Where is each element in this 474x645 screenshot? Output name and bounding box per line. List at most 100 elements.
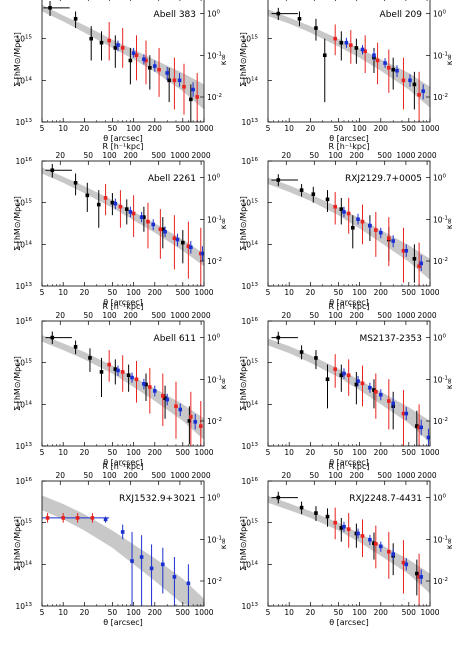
y-axis-right: 10-2 10-1 100 κ∞ [200, 494, 228, 586]
x-tick-label: 5 [266, 448, 271, 457]
black-data-point [96, 202, 101, 207]
x-tick-label: 20 [306, 448, 316, 457]
black-data-point [412, 256, 417, 261]
top-tick-label: 2000 [192, 311, 211, 320]
right-tick-label: 10-1 [433, 375, 448, 384]
right-axis-label: κ∞ [219, 218, 228, 229]
x-tick-label: 100 [352, 448, 367, 457]
blue-data-point [178, 407, 183, 412]
blue-data-point [378, 230, 383, 235]
x-axis-top [285, 0, 428, 1]
y-tick-label: 1014 [241, 560, 258, 569]
top-tick-label: 100 [328, 151, 343, 160]
y-axis-label: Σ [hM⊙/Mpc²] [239, 196, 248, 251]
y-tick-label: 1015 [241, 359, 258, 368]
y-axis-left: 1013 1014 1015 1016 Σ [hM⊙/Mpc²] [13, 0, 46, 127]
y-tick-exponent: 13 [25, 442, 32, 448]
blue-data-point [372, 53, 376, 58]
black-data-point [181, 240, 185, 245]
x-tick-label: 20 [80, 448, 90, 457]
red-data-point [349, 43, 353, 47]
x-axis-label: θ [arcsec] [103, 458, 143, 467]
top-tick-label: 50 [84, 311, 94, 320]
x-tick-label: 1000 [420, 448, 439, 457]
y-tick-exponent: 14 [25, 76, 32, 82]
x-axis-bottom: 5 10 20 50 100 200 500 1000 θ [arcsec] [40, 282, 214, 307]
x-tick-label: 200 [148, 288, 163, 297]
black-data-point [339, 526, 344, 530]
right-tick-exponent: 0 [443, 174, 447, 180]
y-tick-exponent: 13 [25, 602, 32, 608]
blue-data-point [356, 531, 360, 536]
y-tick-exponent: 16 [25, 157, 32, 163]
x-axis-top [59, 0, 202, 1]
x-tick-label: 100 [126, 124, 141, 133]
right-tick-exponent: 0 [217, 10, 221, 16]
y-tick-exponent: 15 [251, 519, 258, 525]
y-tick-exponent: 14 [251, 76, 258, 82]
right-tick-exponent: -1 [217, 215, 222, 221]
panel-title: Abell 2261 [148, 174, 196, 184]
black-data-point [415, 571, 419, 576]
y-tick-exponent: 16 [25, 317, 32, 323]
red-data-point [374, 389, 378, 394]
red-data-point [161, 394, 165, 398]
y-axis-label: Σ [hM⊙/Mpc²] [13, 196, 22, 251]
x-tick-label: 100 [352, 608, 367, 617]
blue-data-point [391, 401, 395, 406]
y-tick-exponent: 15 [251, 35, 258, 41]
blue-data-point [163, 229, 167, 234]
blue-data-point [131, 51, 136, 55]
red-data-point [75, 516, 80, 520]
x-tick-label: 20 [80, 124, 90, 133]
red-data-point [45, 516, 50, 520]
top-tick-label: 1000 [396, 151, 415, 160]
red-data-point [186, 244, 191, 249]
x-axis-top: 20 50 100 200 500 1000 2000 R [h⁻¹kpc] [282, 302, 437, 325]
axes-frame [41, 320, 205, 447]
x-tick-label: 500 [402, 124, 417, 133]
black-data-point [161, 227, 165, 232]
y-tick-exponent: 15 [25, 359, 32, 365]
y-axis-left: 1013 1014 1015 1016 Σ [hM⊙/Mpc²] [239, 157, 272, 291]
red-data-point [172, 236, 177, 241]
top-tick-label: 2000 [418, 311, 437, 320]
black-data-point [325, 514, 330, 519]
y-tick-label: 1013 [241, 118, 258, 127]
x-tick-label: 10 [284, 288, 294, 297]
top-tick-label: 200 [350, 151, 365, 160]
black-data-point [314, 511, 318, 515]
y-axis-label: Σ [hM⊙/Mpc²] [239, 32, 248, 87]
x-tick-label: 200 [148, 608, 163, 617]
x-tick-label: 100 [352, 124, 367, 133]
x-axis-label: θ [arcsec] [329, 298, 369, 307]
right-tick-label: 10-1 [207, 51, 222, 60]
blue-data-point [151, 222, 156, 227]
panel-title: RXJ1532.9+3021 [119, 494, 196, 504]
plot-area [42, 163, 204, 286]
blue-data-point [128, 210, 133, 214]
x-tick-label: 200 [374, 448, 389, 457]
y-tick-label: 1013 [15, 118, 32, 127]
x-tick-label: 50 [334, 288, 344, 297]
blue-data-point [130, 375, 134, 380]
red-data-point [360, 534, 365, 538]
y-axis-left: 1013 1014 1015 1016 Σ [hM⊙/Mpc²] [239, 477, 272, 611]
x-tick-label: 200 [148, 124, 163, 133]
y-tick-label: 1016 [15, 477, 32, 486]
red-data-point [346, 373, 351, 378]
right-tick-exponent: 0 [443, 334, 447, 340]
x-tick-label: 100 [352, 288, 367, 297]
red-data-point [387, 236, 391, 241]
y-tick-exponent: 15 [251, 359, 258, 365]
right-tick-exponent: -1 [443, 51, 448, 57]
y-tick-exponent: 13 [251, 118, 258, 124]
right-tick-label: 10-2 [207, 577, 222, 586]
top-tick-label: 1000 [170, 151, 189, 160]
x-tick-label: 1000 [420, 124, 439, 133]
y-tick-label: 1016 [15, 0, 32, 2]
right-tick-label: 10-2 [207, 257, 222, 266]
